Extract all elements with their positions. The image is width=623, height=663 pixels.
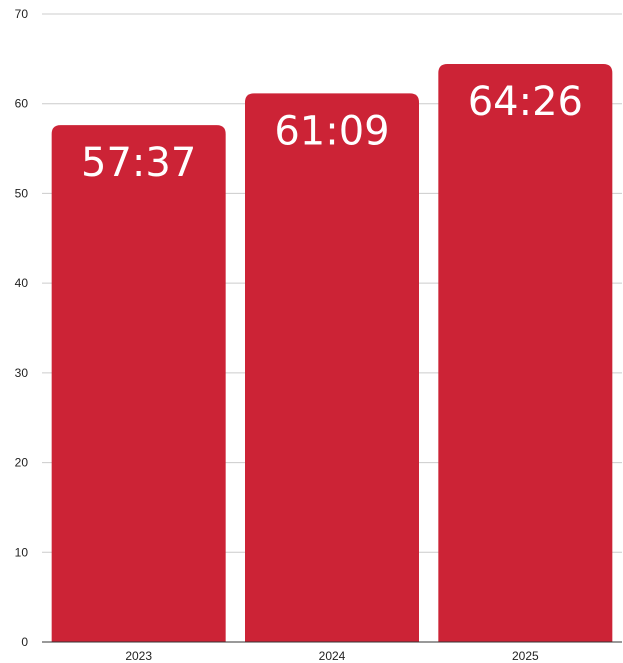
bars: [51, 63, 613, 643]
y-tick-label: 30: [15, 366, 29, 380]
y-tick-label: 40: [15, 276, 29, 290]
bar-2024: [245, 93, 419, 642]
y-tick-label: 20: [15, 456, 29, 470]
bar-labels: 57:37 61:09 64:26: [81, 79, 583, 186]
bar-value-label: 61:09: [274, 108, 389, 154]
bar-value-label: 64:26: [468, 79, 583, 125]
x-axis-ticks: 2023 2024 2025: [125, 649, 539, 663]
y-tick-label: 0: [21, 635, 28, 649]
bar-value-label: 57:37: [81, 140, 196, 186]
y-axis-ticks: 0 10 20 30 40 50 60 70: [15, 7, 29, 649]
x-tick-label: 2024: [319, 649, 346, 663]
y-tick-label: 60: [15, 97, 29, 111]
y-tick-label: 50: [15, 186, 29, 200]
y-tick-label: 70: [15, 7, 29, 21]
x-tick-label: 2025: [512, 649, 539, 663]
y-tick-label: 10: [15, 545, 29, 559]
bar-2025: [438, 63, 613, 643]
bar-2023: [51, 125, 226, 642]
x-tick-label: 2023: [125, 649, 152, 663]
